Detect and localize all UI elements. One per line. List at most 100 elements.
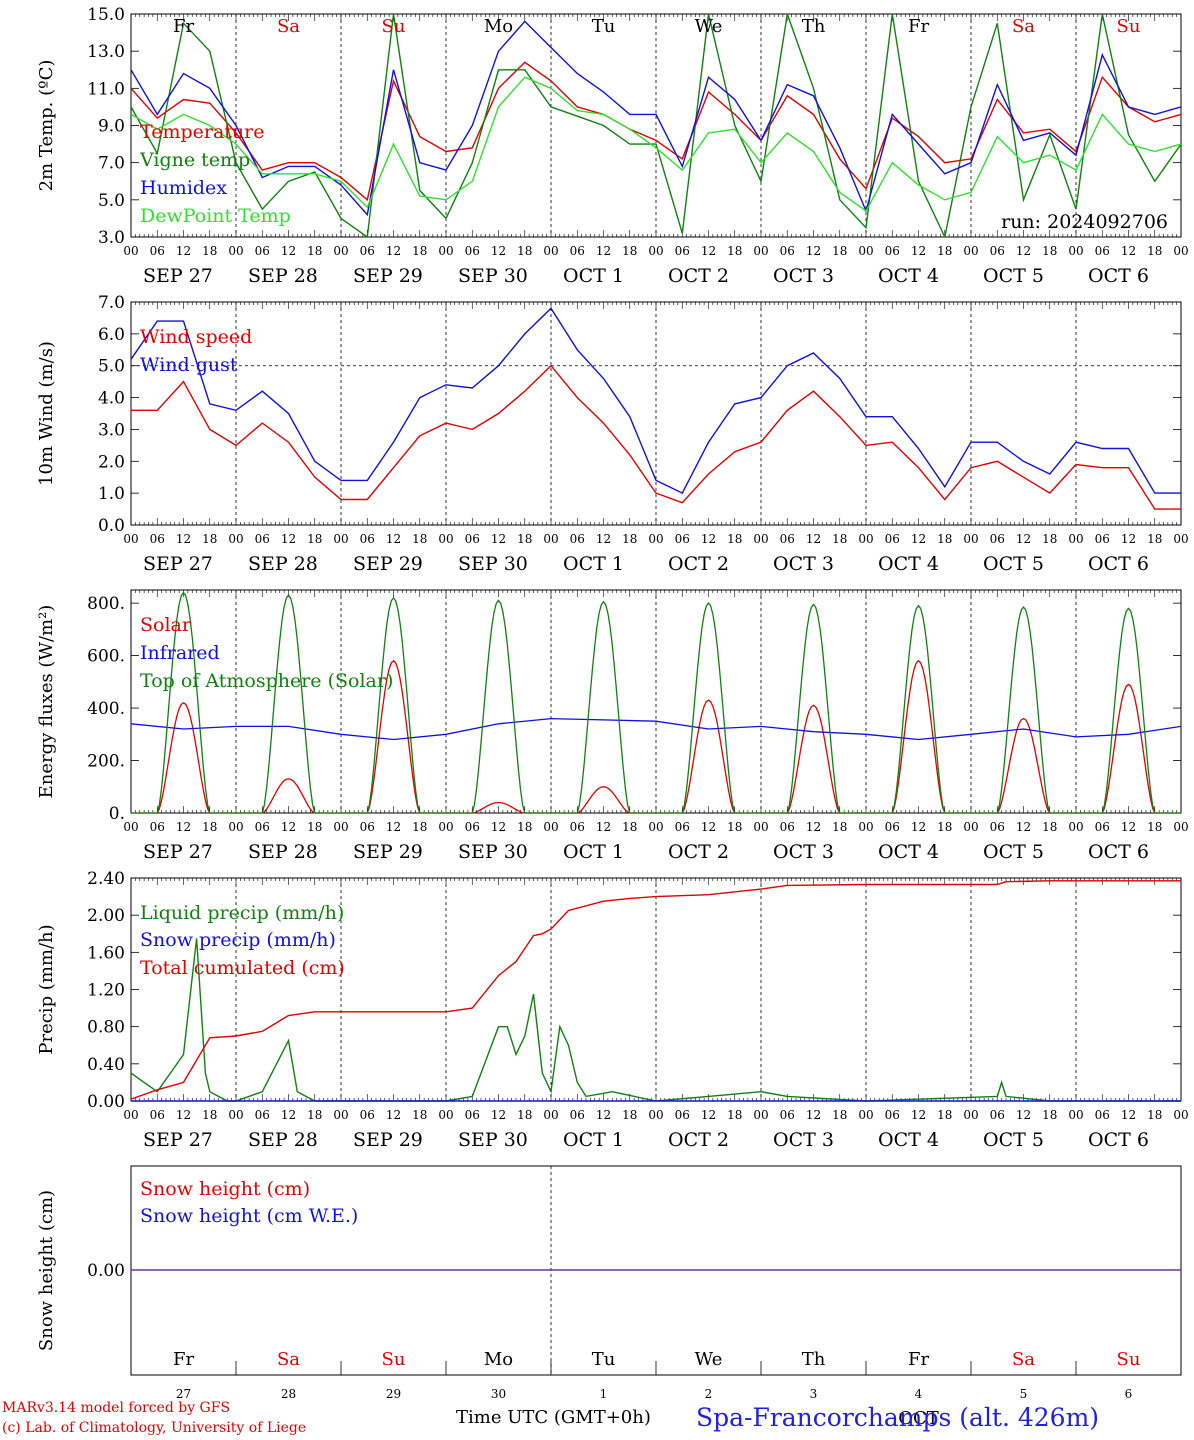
- hour-tick-label: 12: [491, 1108, 506, 1122]
- hour-tick-label: 06: [675, 244, 690, 258]
- hour-tick-label: 12: [176, 1108, 191, 1122]
- hour-tick-label: 18: [727, 532, 742, 546]
- legend-entry: Top of Atmosphere (Solar): [140, 670, 393, 692]
- hour-tick-label: 18: [202, 1108, 217, 1122]
- series-top-of-atmosphere-solar-: [131, 591, 1181, 814]
- hour-tick-label: 06: [255, 244, 270, 258]
- y-tick-label: 1.0: [98, 484, 125, 504]
- day-number-label: 30: [491, 1387, 506, 1401]
- hour-tick-label: 18: [1147, 1108, 1162, 1122]
- run-label: run: 2024092706: [1001, 211, 1168, 233]
- hour-tick-label: 12: [1121, 244, 1136, 258]
- date-label: SEP 27: [143, 841, 213, 863]
- hour-tick-label: 12: [806, 820, 821, 834]
- legend-entry: DewPoint Temp: [140, 205, 291, 227]
- day-number-label: 29: [386, 1387, 401, 1401]
- hour-tick-label: 00: [333, 820, 348, 834]
- weekday-label: Th: [802, 16, 826, 37]
- date-label: OCT 3: [773, 553, 834, 575]
- series-infrared: [130, 717, 1182, 741]
- y-axis-label: Energy fluxes (W/m²): [36, 605, 57, 799]
- hour-tick-label: 06: [360, 1108, 375, 1122]
- date-label: OCT 2: [668, 553, 729, 575]
- day-number-label: 2: [705, 1387, 713, 1401]
- date-label: OCT 6: [1088, 841, 1149, 863]
- hour-tick-label: 06: [150, 244, 165, 258]
- hour-tick-label: 00: [1068, 820, 1083, 834]
- hour-tick-label: 12: [386, 820, 401, 834]
- y-tick-label: 0.40: [87, 1055, 125, 1075]
- date-label: OCT 2: [668, 1129, 729, 1151]
- hour-tick-label: 00: [1068, 1108, 1083, 1122]
- hour-tick-label: 12: [596, 820, 611, 834]
- date-label: OCT 1: [563, 841, 624, 863]
- series-humidex: [131, 20, 1181, 217]
- y-tick-label: 15.0: [87, 5, 125, 25]
- y-tick-label: 400.: [87, 699, 125, 719]
- day-number-label: 6: [1125, 1387, 1133, 1401]
- hour-tick-label: 12: [701, 1108, 716, 1122]
- weekday-label: Mo: [484, 1349, 513, 1370]
- date-label: OCT 1: [563, 553, 624, 575]
- date-label: SEP 27: [143, 1129, 213, 1151]
- weekday-label: Su: [382, 1349, 406, 1370]
- weekday-label: We: [695, 1349, 723, 1370]
- hour-tick-label: 00: [228, 1108, 243, 1122]
- hour-tick-label: 12: [1016, 532, 1031, 546]
- hour-tick-label: 00: [543, 244, 558, 258]
- date-label: SEP 30: [458, 1129, 528, 1151]
- y-tick-label: 600.: [87, 647, 125, 667]
- hour-tick-label: 00: [858, 820, 873, 834]
- date-label: SEP 29: [353, 553, 423, 575]
- hour-tick-label: 12: [491, 244, 506, 258]
- hour-tick-label: 06: [570, 244, 585, 258]
- weekday-label: Su: [1117, 16, 1141, 37]
- date-label: OCT 3: [773, 1129, 834, 1151]
- date-label: OCT 6: [1088, 1129, 1149, 1151]
- hour-tick-label: 12: [491, 532, 506, 546]
- hour-tick-label: 12: [596, 244, 611, 258]
- hour-tick-label: 18: [832, 244, 847, 258]
- y-tick-label: 6.0: [98, 325, 125, 345]
- y-tick-label: 11.0: [87, 79, 125, 99]
- hour-tick-label: 12: [911, 820, 926, 834]
- hour-tick-label: 00: [858, 532, 873, 546]
- precip-panel: 00 06 12 18 00 06 12 18 00 06 12 18 00 06 12 18 00 06 12 18…: [36, 869, 1189, 1151]
- hour-tick-label: 00: [123, 1108, 138, 1122]
- hour-tick-label: 18: [727, 244, 742, 258]
- legend-entry: Solar: [140, 614, 192, 636]
- y-tick-label: 9.0: [98, 117, 125, 137]
- legend-entry: Vigne temp: [139, 149, 250, 171]
- hour-tick-label: 00: [858, 1108, 873, 1122]
- day-number-label: 4: [915, 1387, 923, 1401]
- hour-tick-label: 06: [780, 820, 795, 834]
- hour-tick-label: 00: [648, 244, 663, 258]
- legend-entry: Humidex: [140, 177, 227, 199]
- hour-tick-label: 18: [307, 532, 322, 546]
- y-tick-label: 0.00: [87, 1092, 125, 1112]
- hour-tick-label: 12: [1121, 820, 1136, 834]
- hour-tick-label: 12: [1121, 532, 1136, 546]
- y-axis-label: Snow height (cm): [36, 1190, 57, 1351]
- hour-tick-label: 06: [255, 1108, 270, 1122]
- hour-tick-label: 06: [990, 1108, 1005, 1122]
- weekday-label: Th: [802, 1349, 826, 1370]
- hour-tick-label: 00: [1173, 820, 1188, 834]
- series-total-cumulated-cm-: [130, 880, 1181, 1100]
- y-tick-label: 4.0: [98, 389, 125, 409]
- day-number-label: 28: [281, 1387, 296, 1401]
- lab-credit: (c) Lab. of Climatology, University of L…: [2, 1420, 307, 1436]
- y-tick-label: 0.0: [98, 516, 125, 536]
- hour-tick-label: 06: [885, 820, 900, 834]
- series-vigne-temp: [131, 14, 1181, 237]
- hour-tick-label: 06: [255, 532, 270, 546]
- hour-tick-label: 00: [123, 820, 138, 834]
- day-number-label: 5: [1020, 1387, 1028, 1401]
- hour-tick-label: 18: [622, 820, 637, 834]
- hour-tick-label: 06: [885, 1108, 900, 1122]
- weekday-label: Fr: [908, 16, 929, 37]
- hour-tick-label: 00: [438, 820, 453, 834]
- date-label: OCT 3: [773, 265, 834, 287]
- hour-tick-label: 06: [990, 244, 1005, 258]
- y-tick-label: 3.0: [98, 228, 125, 248]
